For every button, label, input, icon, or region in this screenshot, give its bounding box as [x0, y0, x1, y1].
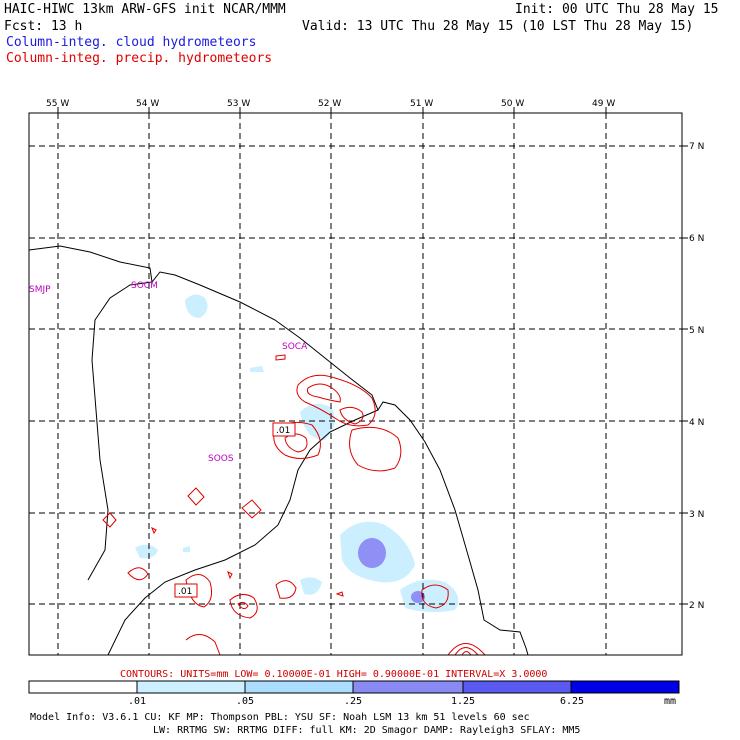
contour-info: CONTOURS: UNITS=mm LOW= 0.10000E-01 HIGH…	[120, 669, 548, 680]
station-label: SOCM	[131, 281, 158, 291]
forecast-hour: Fcst: 13 h	[4, 19, 83, 34]
lon-label: 49 W	[592, 99, 615, 109]
init-time: Init: 00 UTC Thu 28 May 15	[515, 2, 719, 17]
lat-label: 5 N	[689, 326, 704, 336]
lat-label: 4 N	[689, 418, 704, 428]
station-labels: SMJP SOCM SOCA SOOS	[29, 281, 308, 464]
station-label: SMJP	[29, 285, 51, 295]
contour-value-labels: .01 .01	[174, 422, 296, 598]
lat-label: 3 N	[689, 510, 704, 520]
lat-label: 7 N	[689, 142, 704, 152]
lon-label: 51 W	[410, 99, 433, 109]
precip-contours	[102, 354, 486, 655]
field-label-precip: Column-integ. precip. hydrometeors	[6, 51, 273, 66]
lon-label: 53 W	[227, 99, 250, 109]
colorbar-tick: .25	[344, 696, 363, 707]
colorbar-tick: 6.25	[560, 696, 585, 707]
station-label: SOOS	[208, 454, 234, 464]
contour-label: .01	[178, 587, 192, 597]
lon-label: 52 W	[318, 99, 341, 109]
colorbar-units: mm	[664, 696, 677, 707]
colorbar-tick: .05	[236, 696, 255, 707]
contour-label: .01	[276, 426, 290, 436]
valid-time: Valid: 13 UTC Thu 28 May 15 (10 LST Thu …	[302, 19, 694, 34]
colorbar	[28, 680, 680, 694]
frame-ticks	[57, 107, 688, 605]
lat-label: 2 N	[689, 601, 704, 611]
latitude-labels: 7 N 6 N 5 N 4 N 3 N 2 N	[689, 142, 704, 611]
colorbar-tick: 1.25	[451, 696, 476, 707]
model-info-line2: LW: RRTMG SW: RRTMG DIFF: full KM: 2D Sm…	[153, 725, 581, 736]
coastline	[29, 245, 529, 655]
lon-label: 55 W	[46, 99, 69, 109]
field-label-cloud: Column-integ. cloud hydrometeors	[6, 35, 257, 50]
station-label: SOCA	[282, 342, 308, 352]
lat-lon-grid	[29, 113, 682, 655]
map-frame	[28, 112, 683, 656]
lon-label: 50 W	[501, 99, 524, 109]
lon-label: 54 W	[136, 99, 159, 109]
lat-label: 6 N	[689, 234, 704, 244]
longitude-labels: 55 W 54 W 53 W 52 W 51 W 50 W 49 W	[46, 99, 615, 109]
model-info-line1: Model Info: V3.6.1 CU: KF MP: Thompson P…	[30, 712, 530, 723]
title-line: HAIC-HIWC 13km ARW-GFS init NCAR/MMM	[4, 2, 286, 17]
colorbar-tick: .01	[128, 696, 147, 707]
